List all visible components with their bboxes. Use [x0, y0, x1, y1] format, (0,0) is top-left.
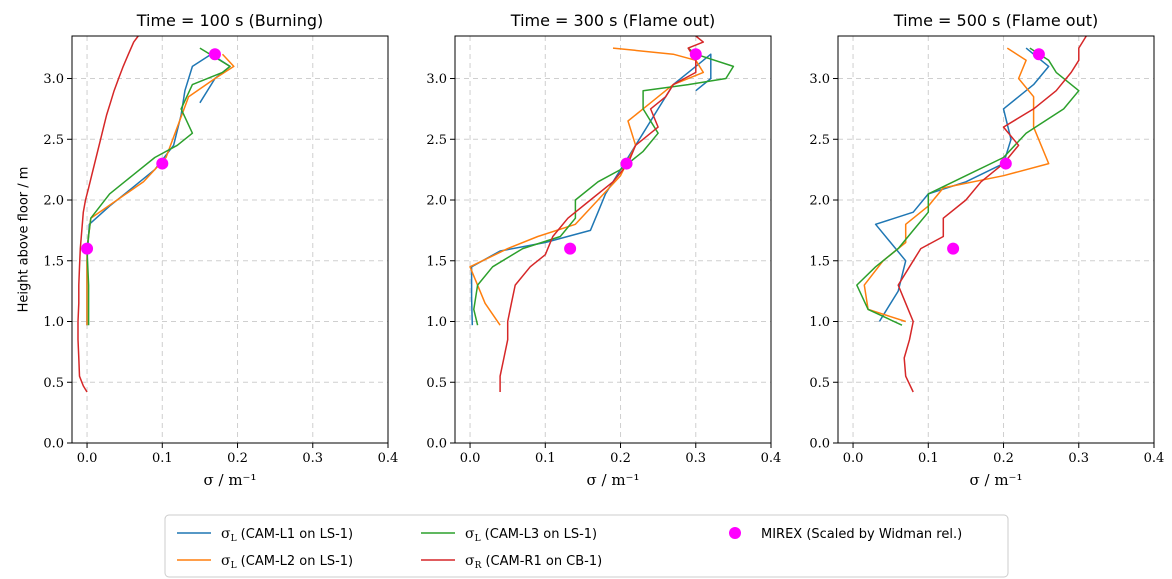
x-axis-label: σ / m⁻¹	[204, 471, 257, 489]
mirex-point	[1032, 48, 1045, 61]
series-line-l2	[469, 47, 705, 326]
x-tick-label: 0.1	[535, 451, 556, 466]
legend-entry-l2: σL (CAM-L2 on LS-1)	[177, 553, 353, 571]
legend-label: σR (CAM-R1 on CB-1)	[465, 553, 602, 571]
x-axis-label: σ / m⁻¹	[587, 471, 640, 489]
panel-3: 0.0 0.1 0.2 0.3 0.4 0.0 0.5 1.0 1.5 2.0 2.5 3.0 Time…	[809, 11, 1164, 489]
y-tick-label: 0.5	[426, 376, 447, 391]
y-tick-label: 1.5	[43, 254, 64, 269]
x-tick-label: 0.2	[227, 451, 248, 466]
panel-2: 0.0 0.1 0.2 0.3 0.4 0.0 0.5 1.0 1.5 2.0 2.5 3.0 Time…	[426, 11, 781, 489]
y-tick-label: 1.5	[809, 254, 830, 269]
mirex-point	[999, 157, 1012, 170]
legend-entry-l3: σL (CAM-L3 on LS-1)	[421, 526, 597, 544]
x-tick-label: 0.4	[378, 451, 399, 466]
x-tick-label: 0.4	[1144, 451, 1165, 466]
series-line-l1	[874, 47, 1050, 322]
y-tick-label: 1.0	[809, 315, 830, 330]
y-tick-label: 2.5	[809, 133, 830, 148]
y-tick-label: 2.5	[43, 133, 64, 148]
series-line-l2	[86, 53, 235, 326]
y-tick-label: 2.0	[43, 194, 64, 209]
legend: σL (CAM-L1 on LS-1) σL (CAM-L2 on LS-1) σL…	[164, 514, 1009, 578]
x-tick-label: 0.2	[610, 451, 631, 466]
y-axis-label: Height above floor / m	[17, 167, 32, 313]
x-tick-label: 0.4	[761, 451, 782, 466]
legend-label: MIREX (Scaled by Widman rel.)	[761, 527, 962, 542]
y-tick-label: 3.0	[426, 72, 447, 87]
axes-frame	[837, 35, 1155, 444]
series-line-r1	[499, 36, 705, 392]
legend-entry-mx: MIREX (Scaled by Widman rel.)	[729, 527, 962, 542]
x-tick-label: 0.0	[843, 451, 864, 466]
mirex-point	[564, 242, 577, 255]
x-tick-label: 0.1	[152, 451, 173, 466]
series-line-r1	[77, 36, 139, 393]
x-tick-label: 0.0	[460, 451, 481, 466]
x-tick-label: 0.3	[685, 451, 706, 466]
y-tick-label: 2.0	[809, 194, 830, 209]
y-tick-label: 2.0	[426, 194, 447, 209]
mirex-point	[81, 242, 94, 255]
x-tick-label: 0.3	[302, 451, 323, 466]
legend-label: σL (CAM-L2 on LS-1)	[221, 553, 353, 571]
y-tick-label: 0.0	[426, 437, 447, 452]
x-tick-label: 0.3	[1068, 451, 1089, 466]
legend-frame	[164, 514, 1009, 578]
mirex-point	[689, 48, 702, 61]
series-line-l3	[473, 47, 735, 326]
y-tick-label: 1.0	[43, 315, 64, 330]
y-tick-label: 0.5	[809, 376, 830, 391]
mirex-point	[620, 157, 633, 170]
series-line-l1	[470, 53, 712, 326]
series-line-l2	[863, 47, 1050, 323]
legend-label: σL (CAM-L3 on LS-1)	[465, 526, 597, 544]
y-tick-label: 1.5	[426, 254, 447, 269]
y-tick-label: 0.0	[809, 437, 830, 452]
y-tick-label: 0.5	[43, 376, 64, 391]
series-line-l3	[856, 47, 1080, 326]
mirex-point	[947, 242, 960, 255]
panel-title: Time = 100 s (Burning)	[136, 11, 324, 30]
y-tick-label: 3.0	[809, 72, 830, 87]
panel-title: Time = 300 s (Flame out)	[510, 11, 715, 30]
series-line-l1	[86, 53, 231, 326]
legend-marker	[729, 527, 741, 539]
y-tick-label: 0.0	[43, 437, 64, 452]
x-tick-label: 0.2	[993, 451, 1014, 466]
panel-title: Time = 500 s (Flame out)	[893, 11, 1098, 30]
y-tick-label: 3.0	[43, 72, 64, 87]
series-line-r1	[897, 36, 1087, 393]
panel-1: 0.0 0.1 0.2 0.3 0.4 0.0 0.5 1.0 1.5 2.0 2.5 3.0 Time…	[43, 11, 398, 489]
legend-entry-r1: σR (CAM-R1 on CB-1)	[421, 553, 602, 571]
y-tick-label: 1.0	[426, 315, 447, 330]
axes-frame	[454, 35, 772, 444]
axes-frame	[71, 35, 389, 444]
mirex-point	[208, 48, 221, 61]
x-tick-label: 0.0	[77, 451, 98, 466]
x-tick-label: 0.1	[918, 451, 939, 466]
mirex-point	[156, 157, 169, 170]
x-axis-label: σ / m⁻¹	[970, 471, 1023, 489]
legend-label: σL (CAM-L1 on LS-1)	[221, 526, 353, 544]
legend-entry-l1: σL (CAM-L1 on LS-1)	[177, 526, 353, 544]
y-tick-label: 2.5	[426, 133, 447, 148]
